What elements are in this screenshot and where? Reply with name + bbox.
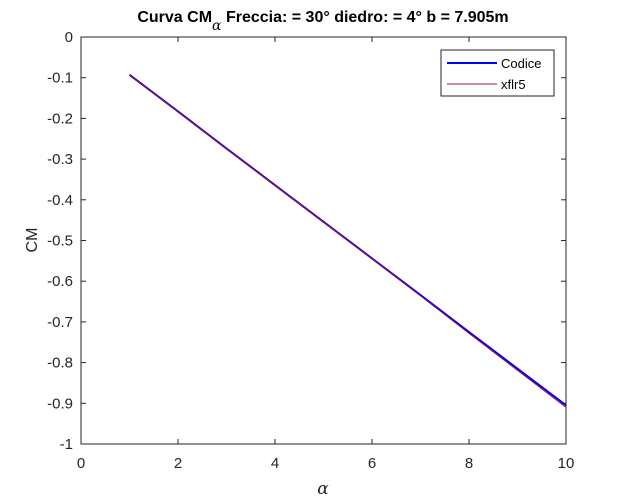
- plot-area: [80, 36, 567, 445]
- legend-label-xflr5: xflr5: [501, 77, 526, 92]
- y-tick-label: 0: [65, 29, 73, 46]
- chart-title: Curva CMα Freccia: = 30° diedro: = 4° b …: [137, 9, 508, 34]
- y-tick-label: -0.7: [47, 314, 73, 331]
- x-tick-label: 8: [465, 455, 473, 472]
- series-lines: [128, 74, 567, 408]
- x-tick-label: 6: [368, 455, 376, 472]
- y-tick-label: -0.5: [47, 233, 73, 250]
- x-tick-label: 10: [558, 455, 575, 472]
- x-axis-label: α: [317, 479, 329, 499]
- y-tick-label: -0.3: [47, 151, 73, 168]
- y-tick-label: -0.4: [47, 192, 73, 209]
- legend-box: [440, 49, 555, 97]
- y-tick-label: -0.9: [47, 395, 73, 412]
- tick-labels: 0 2 4 6 8 10 0 -0.1 -0.2 -0.3 -0.4 -0.5 -0.6 -0.7 -0.8…: [47, 29, 574, 472]
- series-line-xflr5: [129, 74, 567, 408]
- chart-title-suffix: Freccia: = 30° diedro: = 4° b = 7.905m: [222, 9, 509, 26]
- y-axis-label: CM: [24, 228, 41, 253]
- y-tick-label: -0.8: [47, 355, 73, 372]
- ticks: [80, 36, 567, 445]
- legend: Codice xflr5: [440, 49, 555, 97]
- x-tick-label: 2: [174, 455, 182, 472]
- chart-title-prefix: Curva CM: [137, 9, 212, 26]
- chart-title-subscript: α: [212, 18, 222, 34]
- y-tick-label: -0.1: [47, 70, 73, 87]
- legend-label-codice: Codice: [501, 56, 541, 71]
- y-tick-label: -0.2: [47, 110, 73, 127]
- x-tick-label: 0: [77, 455, 85, 472]
- y-tick-label: -0.6: [47, 273, 73, 290]
- y-tick-label: -1: [60, 436, 73, 453]
- x-tick-label: 4: [271, 455, 279, 472]
